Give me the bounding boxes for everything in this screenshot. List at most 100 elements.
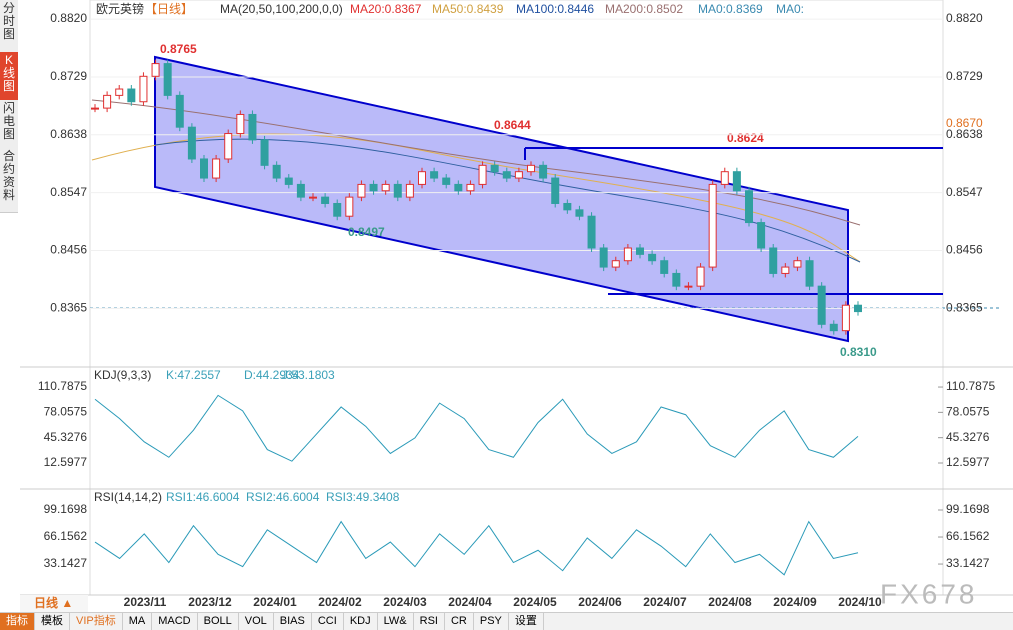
annotation: 0.8497 <box>348 225 385 239</box>
candle <box>333 202 342 217</box>
tab-side[interactable]: 闪电图 <box>0 100 18 149</box>
rsi-reading: RSI1:46.6004 <box>166 490 240 504</box>
candle <box>817 285 826 325</box>
tab[interactable]: 模板 <box>35 613 70 630</box>
watermark: FX678 <box>880 578 978 609</box>
y-tick-label: 0.8456 <box>946 243 983 257</box>
candle <box>636 247 644 255</box>
candle <box>418 171 426 185</box>
y-tick-label: 0.8547 <box>50 185 87 199</box>
candle <box>200 158 208 179</box>
x-tick-label: 2024/01 <box>253 595 297 609</box>
kdj-reading: D:44.2934 <box>244 368 300 382</box>
tab-side[interactable]: 分时图 <box>0 0 18 53</box>
candle <box>732 171 741 192</box>
tab[interactable]: 设置 <box>509 613 544 630</box>
tab[interactable]: VIP指标 <box>70 613 123 630</box>
candle <box>236 113 245 135</box>
tab[interactable]: VOL <box>239 613 274 630</box>
candle <box>720 171 729 185</box>
ma-reading: MA200:0.8502 <box>605 2 683 16</box>
ma-reading: MA0: <box>776 2 804 16</box>
candle <box>587 215 596 249</box>
period-button-label[interactable]: 日线 ▲ <box>34 595 73 610</box>
tab-side[interactable]: K线图 <box>0 52 18 101</box>
x-tick-label: 2024/10 <box>838 595 882 609</box>
candle <box>187 126 196 160</box>
tab[interactable]: KDJ <box>344 613 378 630</box>
candle <box>611 260 620 268</box>
y-tick-label: 110.7875 <box>946 379 995 393</box>
tab[interactable]: RSI <box>414 613 445 630</box>
y-tick-label: 0.8820 <box>946 11 983 25</box>
candle <box>103 94 112 109</box>
kdj-label: KDJ(9,3,3) <box>94 368 151 382</box>
candle <box>769 247 778 274</box>
candle <box>575 209 584 217</box>
candle <box>708 183 717 268</box>
y-tick-label: 0.8456 <box>50 243 87 257</box>
annotation: 0.8310 <box>840 345 877 359</box>
kdj-reading: J:53.1803 <box>282 368 335 382</box>
y-tick-label: 0.8638 <box>946 127 983 141</box>
candle <box>175 94 184 128</box>
candle <box>502 171 511 179</box>
tab[interactable]: CCI <box>312 613 344 630</box>
tab[interactable]: 指标 <box>0 613 35 630</box>
candle <box>212 158 221 179</box>
kdj-line <box>94 394 859 462</box>
side-marker: 0.8670 <box>946 116 983 130</box>
header-ma: MA(20,50,100,200,0,0) <box>220 2 343 16</box>
candle <box>369 183 378 192</box>
annotation: 0.8624 <box>727 131 764 145</box>
candle <box>127 88 136 103</box>
candle <box>321 196 330 204</box>
candle <box>466 183 475 192</box>
y-tick-label: 12.5977 <box>946 455 990 469</box>
tab[interactable]: LW& <box>378 613 414 630</box>
y-tick-label: 0.8820 <box>50 11 87 25</box>
tab[interactable]: MACD <box>152 613 198 630</box>
candle <box>151 63 160 77</box>
rsi-reading: RSI2:46.6004 <box>246 490 320 504</box>
candle <box>696 266 705 287</box>
y-tick-label: 110.7875 <box>38 379 87 393</box>
x-tick-label: 2023/11 <box>124 595 167 609</box>
y-tick-label: 0.8638 <box>50 127 87 141</box>
candle <box>91 107 99 110</box>
indicator-tabs: 指标 模板 VIP指标 MA MACD BOLL VOL BIAS CCI KDJ LW& RSI CR… <box>0 612 1013 630</box>
candle <box>393 183 402 198</box>
x-tick-label: 2024/04 <box>448 595 492 609</box>
candle <box>854 304 862 313</box>
side-marker-box <box>945 117 985 131</box>
tab[interactable]: CR <box>445 613 474 630</box>
y-tick-label: 66.1562 <box>946 529 990 543</box>
y-tick-label: 78.0575 <box>44 405 88 419</box>
x-tick-label: 2024/09 <box>773 595 817 609</box>
tab[interactable]: BIAS <box>274 613 312 630</box>
channel <box>154 55 849 343</box>
x-tick-label: 2024/06 <box>578 595 622 609</box>
candle <box>841 304 850 332</box>
kdj-reading: K:47.2557 <box>166 368 221 382</box>
candle <box>551 177 560 204</box>
chart: 欧元英镑 【日线】 MA(20,50,100,200,0,0) MA20:0.8… <box>20 0 1013 612</box>
y-tick-label: 99.1698 <box>946 502 990 516</box>
candle <box>672 272 681 287</box>
candle <box>260 139 269 166</box>
tab-side[interactable]: 合约资料 <box>0 148 18 213</box>
x-tick-label: 2024/08 <box>708 595 752 609</box>
candle <box>757 222 766 249</box>
ma-reading: MA20:0.8367 <box>350 2 422 16</box>
candle <box>115 88 124 96</box>
tab[interactable]: MA <box>123 613 153 630</box>
candle <box>648 253 657 262</box>
tab[interactable]: PSY <box>474 613 509 630</box>
y-tick-label: 99.1698 <box>44 502 88 516</box>
period-button[interactable] <box>20 595 88 612</box>
candle <box>563 202 572 211</box>
candle <box>599 247 608 268</box>
y-tick-label: 0.8729 <box>50 69 87 83</box>
ma-reading: MA0:0.8369 <box>698 2 763 16</box>
tab[interactable]: BOLL <box>198 613 239 630</box>
